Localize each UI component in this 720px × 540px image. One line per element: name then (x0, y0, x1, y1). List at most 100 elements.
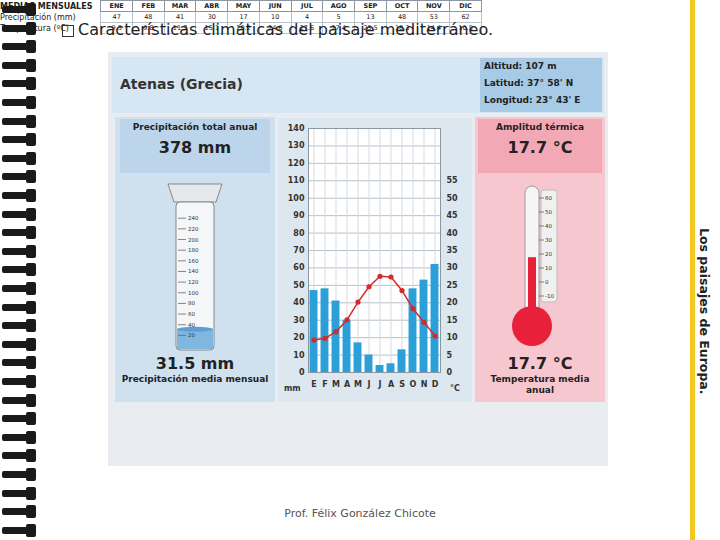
html-text:Características climáticas del: Características climáticas del paisaje m… (78, 20, 494, 39)
html-text:Latitud: 37° 58' N: Latitud: 37° 58' N (484, 78, 574, 88)
svg-text:40: 40 (188, 322, 195, 328)
html-text:MAR: MAR (171, 2, 189, 10)
svg-text:20: 20 (188, 332, 195, 338)
svg-text:120: 120 (188, 279, 199, 285)
html-text:Atenas (Grecia): Atenas (Grecia) (120, 76, 243, 92)
html-text:Amplitud térmica: Amplitud térmica (496, 122, 584, 132)
html-text:Precipitación total anual: Precipitación total anual (132, 122, 258, 132)
svg-text:10: 10 (293, 351, 305, 360)
svg-text:45: 45 (447, 211, 459, 220)
svg-text:140: 140 (188, 268, 199, 274)
svg-text:20: 20 (293, 333, 305, 342)
html-text:Temperatura media anual: Temperatura media anual (490, 374, 590, 395)
html-text:Precipitación media mensual: Precipitación media mensual (121, 374, 269, 384)
svg-text:50: 50 (447, 194, 459, 203)
html-text:OCT: OCT (394, 2, 410, 10)
html-text:17.7 °C: 17.7 °C (507, 354, 573, 373)
svg-text:M: M (332, 380, 340, 389)
html-text:SEP: SEP (363, 2, 378, 10)
svg-text:120: 120 (288, 159, 305, 168)
html-text:48: 48 (398, 13, 407, 21)
html-text:Los paisajes de Europa.: Los paisajes de Europa. (697, 228, 712, 395)
html-text:Longitud: 23° 43' E: Longitud: 23° 43' E (484, 95, 581, 105)
html-text:31.5 mm: 31.5 mm (155, 354, 235, 373)
svg-text:M: M (354, 380, 362, 389)
svg-text:50: 50 (293, 281, 305, 290)
svg-text:50: 50 (545, 209, 552, 215)
html-text:53: 53 (429, 13, 438, 21)
svg-text:J: J (367, 380, 371, 389)
html-text:47: 47 (112, 13, 121, 21)
svg-text:E: E (311, 380, 316, 389)
html-text:378 mm: 378 mm (158, 138, 232, 157)
svg-text:N: N (421, 380, 428, 389)
svg-text:40: 40 (447, 229, 459, 238)
svg-text:60: 60 (293, 263, 305, 272)
svg-text:30: 30 (447, 263, 459, 272)
html-text:ENE: ENE (109, 2, 124, 10)
html-text:ABR: ABR (204, 2, 220, 10)
html-text:Prof. Félix González Chicote: Prof. Félix González Chicote (284, 507, 436, 520)
html-text:mm: mm (284, 384, 301, 393)
html-text:MEDIAS MENSUALES: MEDIAS MENSUALES (0, 1, 93, 11)
html-text:NOV: NOV (425, 2, 442, 10)
svg-text:110: 110 (288, 176, 305, 185)
svg-text:40: 40 (293, 298, 305, 307)
svg-text:100: 100 (288, 194, 305, 203)
svg-text:35: 35 (447, 246, 459, 255)
html-text:Temperatura (ºC): Temperatura (ºC) (0, 23, 69, 33)
svg-text:15: 15 (447, 316, 459, 325)
html-text:JUN: JUN (268, 2, 282, 10)
svg-text:160: 160 (188, 258, 199, 264)
html-text:MAY: MAY (235, 2, 252, 10)
svg-text:0: 0 (299, 368, 305, 377)
svg-text:30: 30 (293, 316, 305, 325)
svg-text:90: 90 (293, 211, 305, 220)
svg-text:140: 140 (288, 124, 305, 133)
html-text:17.7 °C: 17.7 °C (507, 138, 573, 157)
svg-text:5: 5 (447, 351, 453, 360)
svg-text:70: 70 (293, 246, 305, 255)
html-text:48: 48 (144, 13, 153, 21)
html-text:10: 10 (271, 13, 280, 21)
svg-text:0: 0 (447, 368, 453, 377)
svg-text:0: 0 (545, 279, 549, 285)
svg-text:25: 25 (447, 281, 459, 290)
svg-text:A: A (388, 380, 395, 389)
html-text:30: 30 (207, 13, 216, 21)
svg-text:30: 30 (545, 237, 552, 243)
svg-text:200: 200 (188, 237, 199, 243)
svg-text:60: 60 (545, 195, 552, 201)
svg-text:180: 180 (188, 247, 199, 253)
html-text:41: 41 (176, 13, 185, 21)
svg-text:-10: -10 (545, 293, 554, 299)
svg-text:60: 60 (188, 311, 195, 317)
svg-text:80: 80 (188, 300, 195, 306)
html-text:AGO: AGO (330, 2, 347, 10)
html-text:17: 17 (239, 13, 248, 21)
svg-text:20: 20 (545, 251, 552, 257)
svg-text:220: 220 (188, 226, 199, 232)
svg-text:240: 240 (188, 215, 199, 221)
svg-text:S: S (399, 380, 405, 389)
html-text:°C: °C (450, 384, 460, 393)
html-text:DIC: DIC (459, 2, 472, 10)
svg-text:40: 40 (545, 223, 552, 229)
html-text:13: 13 (366, 13, 375, 21)
svg-text:A: A (344, 380, 351, 389)
svg-text:20: 20 (447, 298, 459, 307)
svg-text:O: O (410, 380, 417, 389)
svg-text:F: F (322, 380, 327, 389)
svg-text:100: 100 (188, 290, 199, 296)
svg-text:D: D (432, 380, 439, 389)
svg-text:130: 130 (288, 141, 305, 150)
svg-text:55: 55 (447, 176, 459, 185)
html-text:JUL: JUL (301, 2, 313, 10)
svg-text:10: 10 (447, 333, 459, 342)
html-text:Altitud: 107 m: Altitud: 107 m (484, 61, 557, 71)
html-text:Precipitación (mm): Precipitación (mm) (0, 12, 76, 22)
html-text:FEB: FEB (141, 2, 156, 10)
svg-text:J: J (378, 380, 382, 389)
svg-text:80: 80 (293, 229, 305, 238)
svg-text:10: 10 (545, 265, 552, 271)
